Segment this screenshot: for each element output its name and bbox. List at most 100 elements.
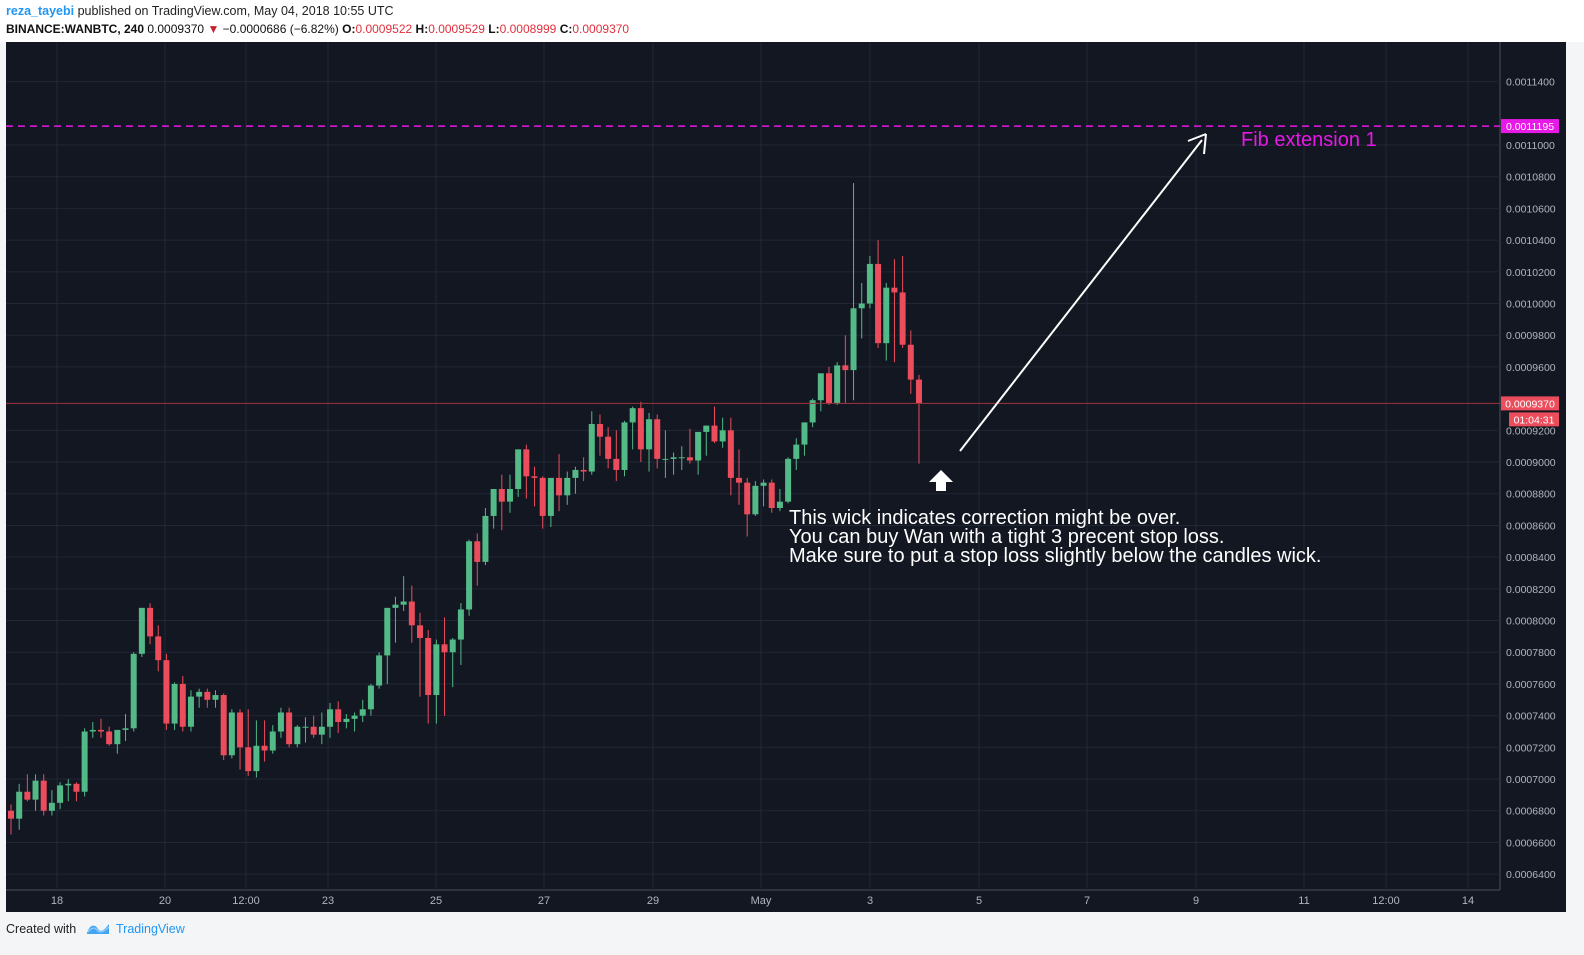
candle-down xyxy=(474,541,481,562)
candle-up xyxy=(588,423,595,472)
candle-down xyxy=(686,457,693,461)
time-tick-label: 25 xyxy=(430,895,442,907)
candle-up xyxy=(670,457,677,459)
symbol-label[interactable]: BINANCE:WANBTC, 240 xyxy=(6,22,145,36)
time-tick-label: 5 xyxy=(976,895,982,907)
candle-down xyxy=(744,482,751,515)
candle-down xyxy=(768,482,775,509)
price-tick-label: 0.0010800 xyxy=(1506,172,1556,184)
countdown-text: 01:04:31 xyxy=(1514,414,1555,426)
time-tick-label: 23 xyxy=(322,895,334,907)
candle-down xyxy=(286,712,293,745)
price-axis[interactable]: 0.0006400 0.0006600 0.0006800 0.0007000 0.00… xyxy=(1506,77,1556,882)
price-tick-label: 0.0010200 xyxy=(1506,267,1556,279)
candle-down xyxy=(596,423,603,437)
grid xyxy=(6,42,1500,890)
candle-down xyxy=(261,745,268,751)
candle-up xyxy=(776,501,783,509)
price-tick-label: 0.0008400 xyxy=(1506,552,1556,564)
candle-down xyxy=(826,373,832,404)
close-label: C: xyxy=(559,22,573,36)
target-arrow-head xyxy=(1187,133,1207,155)
candle-down xyxy=(310,726,317,735)
candle-up xyxy=(752,485,759,515)
open-value: 0.0009522 xyxy=(355,22,413,36)
last-price-tag xyxy=(1501,396,1559,411)
candle-up xyxy=(171,683,178,724)
candle-up xyxy=(572,469,579,478)
candle-down xyxy=(24,791,31,800)
fib-extension-label: Fib extension 1 xyxy=(1241,129,1377,151)
price-tick-label: 0.0007400 xyxy=(1506,711,1556,723)
annotation-line-1: This wick indicates correction might be … xyxy=(789,507,1180,529)
price-chart[interactable]: 0.0006400 0.0006600 0.0006800 0.0007000 0.00… xyxy=(0,42,1584,912)
time-tick-label: 14 xyxy=(1462,895,1474,907)
price-tick-label: 0.0007200 xyxy=(1506,742,1556,754)
candle-down xyxy=(73,783,80,792)
time-axis[interactable]: 18 20 12:00 23 25 27 29 May 3 5 7 9 11 12:00 14 xyxy=(51,895,1474,907)
tradingview-link[interactable]: TradingView xyxy=(116,922,185,936)
candle-up xyxy=(269,731,276,751)
candle-down xyxy=(711,425,718,442)
price-tick-label: 0.0009800 xyxy=(1506,330,1556,342)
price-tick-label: 0.0006600 xyxy=(1506,837,1556,849)
candle-down xyxy=(654,419,661,459)
candle-down xyxy=(875,263,882,344)
time-tick-label: 11 xyxy=(1298,895,1309,907)
candle-down xyxy=(907,344,914,380)
candle-up xyxy=(793,444,800,459)
candle-up xyxy=(883,287,890,344)
candle-down xyxy=(8,810,14,819)
time-tick-label: 12:00 xyxy=(1372,895,1400,907)
candle-down xyxy=(163,660,170,724)
candle-up xyxy=(48,802,55,811)
annotation-line-3: Make sure to put a stop loss slightly be… xyxy=(789,545,1321,567)
candle-up xyxy=(359,709,366,716)
created-with-text: Created with xyxy=(6,922,77,936)
plot-background xyxy=(6,42,1500,890)
price-tick-label: 0.0011400 xyxy=(1506,77,1555,89)
price-tick-label: 0.0007000 xyxy=(1506,774,1556,786)
candle-up xyxy=(547,477,554,516)
tradingview-logo-icon[interactable] xyxy=(86,920,110,936)
candle-down xyxy=(220,695,227,756)
candle-down xyxy=(539,477,546,516)
candle-up xyxy=(760,482,767,486)
candle-up xyxy=(130,653,137,729)
candle-up xyxy=(89,729,96,732)
candle-up xyxy=(65,783,72,786)
candle-up xyxy=(695,431,702,461)
candle-up xyxy=(785,458,792,502)
candle-down xyxy=(556,477,563,496)
candle-up xyxy=(490,488,497,516)
publish-info: reza_tayebi published on TradingView.com… xyxy=(6,4,394,18)
price-tick-label: 0.0011000 xyxy=(1506,140,1555,152)
time-tick-label: 3 xyxy=(867,895,873,907)
author-link[interactable]: reza_tayebi xyxy=(6,4,75,18)
candle-up xyxy=(629,408,636,423)
price-tick-label: 0.0009200 xyxy=(1506,425,1556,437)
candle-up xyxy=(482,515,489,562)
candle-up xyxy=(564,477,571,496)
candle-down xyxy=(915,379,922,404)
candle-down xyxy=(237,712,244,748)
price-axis-background xyxy=(1500,42,1566,890)
candle-down xyxy=(498,488,505,502)
candle-up xyxy=(81,731,88,792)
countdown-tag xyxy=(1509,412,1559,427)
fib-price-tag xyxy=(1501,119,1559,134)
price-tick-label: 0.0006800 xyxy=(1506,806,1556,818)
candle-down xyxy=(147,607,154,637)
price-tick-label: 0.0008000 xyxy=(1506,616,1556,628)
open-label: O: xyxy=(342,22,356,36)
candle-down xyxy=(204,691,211,700)
candle-down xyxy=(417,625,423,638)
time-tick-label: 7 xyxy=(1084,895,1090,907)
candle-up xyxy=(32,780,39,800)
candle-down xyxy=(531,476,538,478)
candle-down xyxy=(179,683,186,727)
high-value: 0.0009529 xyxy=(428,22,485,36)
price-tick-label: 0.0007800 xyxy=(1506,647,1556,659)
candle-up xyxy=(294,726,301,745)
candle-down xyxy=(891,287,898,293)
